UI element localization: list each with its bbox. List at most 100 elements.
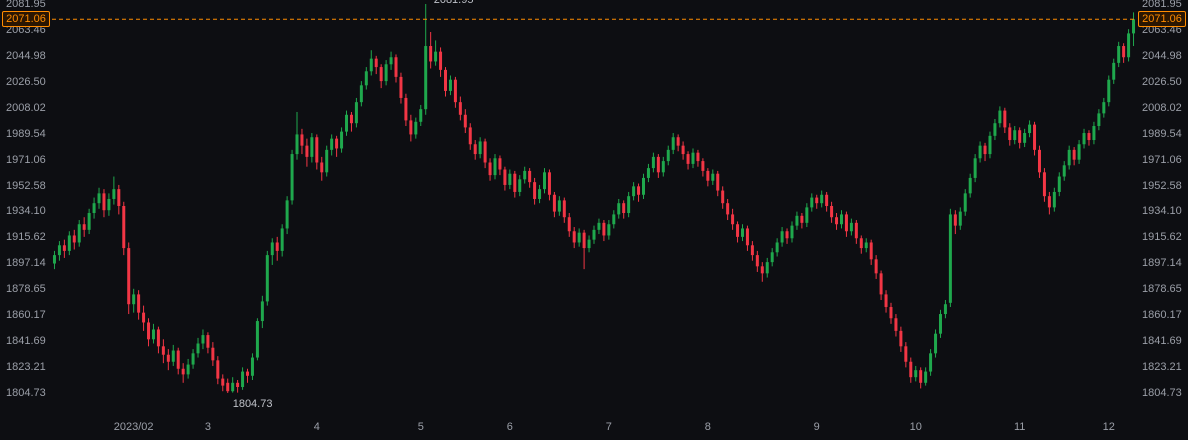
left-price-axis[interactable]: 2081.95 2063.46 2044.98 2026.50 2008.02 1989.… xyxy=(0,0,52,440)
candle xyxy=(246,368,250,383)
candle xyxy=(414,117,418,139)
candle xyxy=(191,349,195,369)
candle xyxy=(97,187,101,209)
price-axis-label: 1934.10 xyxy=(1142,205,1182,218)
candle xyxy=(107,193,111,216)
time-axis-label: 7 xyxy=(605,421,612,433)
candle xyxy=(978,141,982,163)
candle xyxy=(929,349,933,376)
candle xyxy=(250,353,254,380)
candle xyxy=(241,367,245,390)
candle xyxy=(478,137,482,159)
candle xyxy=(973,154,977,183)
time-axis-label: 4 xyxy=(313,421,320,433)
candle xyxy=(211,342,215,366)
candle xyxy=(617,198,621,219)
candle xyxy=(983,142,987,162)
candle xyxy=(864,238,868,253)
candle xyxy=(122,201,126,256)
candle xyxy=(483,138,487,169)
candle xyxy=(592,225,596,244)
candle xyxy=(112,176,116,205)
time-axis-label: 6 xyxy=(506,421,513,433)
candle xyxy=(255,318,259,361)
candle xyxy=(67,231,71,256)
candle xyxy=(968,173,972,198)
candle xyxy=(1023,128,1027,148)
current-price-tag-left: 2071.06 xyxy=(2,11,50,28)
candle xyxy=(533,177,537,205)
candle xyxy=(740,224,744,242)
candle xyxy=(226,378,230,393)
candle xyxy=(627,191,631,218)
price-axis-label: 1804.73 xyxy=(1142,387,1182,399)
candle xyxy=(488,158,492,181)
candle xyxy=(295,111,299,160)
candle xyxy=(988,131,992,159)
candle xyxy=(998,106,1002,128)
price-axis-label: 2008.02 xyxy=(6,101,46,114)
candle xyxy=(646,163,650,183)
candle xyxy=(696,149,700,167)
candle xyxy=(602,220,606,242)
candle xyxy=(577,228,581,247)
candle xyxy=(909,357,913,383)
price-axis-label: 2044.98 xyxy=(1142,49,1182,62)
candle xyxy=(726,198,730,221)
candle xyxy=(458,96,462,121)
candle xyxy=(775,238,779,257)
candle xyxy=(938,309,942,338)
price-axis-label: 1989.54 xyxy=(1142,127,1182,140)
candle xyxy=(330,134,334,156)
candle xyxy=(934,329,938,358)
candle xyxy=(236,379,240,393)
candle xyxy=(270,238,274,265)
candle xyxy=(770,248,774,267)
candle xyxy=(1042,168,1046,202)
candle xyxy=(810,193,814,212)
candle xyxy=(265,250,269,306)
candle xyxy=(1067,145,1071,170)
candle xyxy=(1132,12,1136,47)
candle xyxy=(82,217,86,237)
time-axis[interactable]: 2023/02 3 4 5 6 7 8 9 10 11 12 xyxy=(0,421,1188,440)
candle xyxy=(523,166,527,184)
candle xyxy=(543,168,547,194)
candle xyxy=(641,173,645,199)
candle xyxy=(795,211,799,230)
candle xyxy=(498,155,502,176)
time-axis-label: 9 xyxy=(813,421,820,433)
candle xyxy=(904,342,908,368)
candle xyxy=(716,170,720,197)
candle xyxy=(335,135,339,157)
candle xyxy=(260,295,264,329)
candle xyxy=(196,337,200,358)
time-axis-label: 2023/02 xyxy=(113,421,154,433)
candle xyxy=(651,152,655,173)
candle xyxy=(612,210,616,229)
candle xyxy=(345,110,349,136)
candle xyxy=(765,257,769,278)
candle xyxy=(721,186,725,209)
candle xyxy=(587,235,591,253)
time-axis-label: 12 xyxy=(1102,421,1115,433)
candle xyxy=(661,156,665,177)
candle xyxy=(231,377,235,393)
candle xyxy=(676,134,680,152)
candle xyxy=(948,208,952,308)
candle xyxy=(562,197,566,223)
candle xyxy=(1028,120,1032,138)
candle xyxy=(557,196,561,216)
candle xyxy=(448,75,452,96)
candle xyxy=(686,151,690,170)
candle xyxy=(127,242,131,315)
price-axis-label: 1860.17 xyxy=(6,309,46,322)
candle xyxy=(166,349,170,371)
candle xyxy=(1092,121,1096,145)
right-price-axis[interactable]: 2081.95 2063.46 2044.98 2026.50 2008.02 1989.… xyxy=(1136,0,1188,440)
candle xyxy=(364,67,368,90)
candle xyxy=(839,210,843,229)
time-axis-label: 3 xyxy=(204,421,211,433)
candle xyxy=(52,250,56,270)
